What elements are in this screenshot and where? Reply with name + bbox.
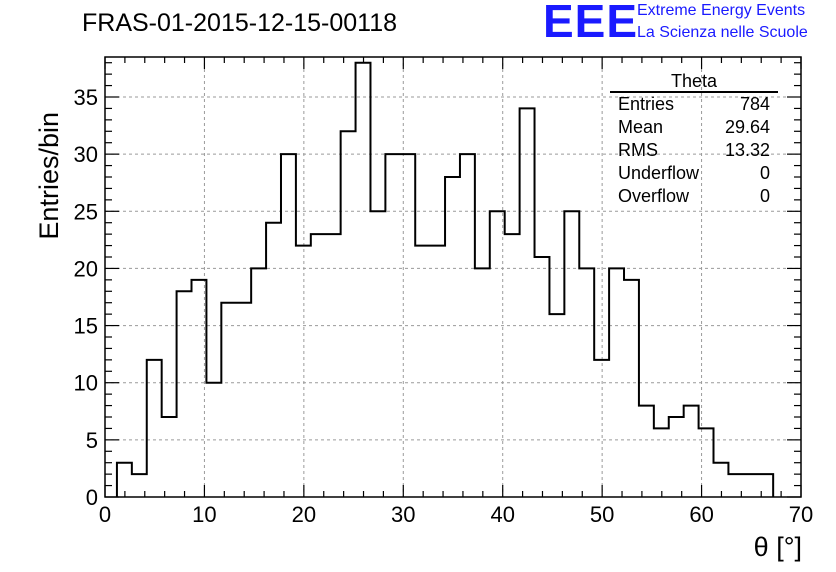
histogram-bin: [266, 223, 281, 497]
histogram-bin: [281, 154, 296, 497]
histogram-bin: [147, 360, 162, 497]
eee-logo: EEE: [543, 0, 639, 47]
stats-row-mean: Mean 29.64: [610, 116, 778, 139]
histogram-bin: [743, 474, 758, 497]
stats-row-underflow: Underflow 0: [610, 162, 778, 185]
histogram-bin: [415, 246, 430, 497]
x-tick-label: 50: [590, 502, 614, 527]
histogram-bin: [654, 428, 669, 497]
axis-ticks: [104, 57, 802, 498]
histogram-bin: [564, 211, 579, 497]
y-tick-label: 30: [74, 142, 98, 167]
histogram-bin: [579, 268, 594, 497]
histogram-bin: [192, 280, 207, 497]
tick-labels: 0 10 20 30 40 50 60 70 0 5 10 15 20 25 30 35: [74, 85, 814, 527]
y-tick-label: 10: [74, 371, 98, 396]
stats-label: Mean: [618, 117, 664, 137]
stats-label: RMS: [618, 140, 658, 160]
histogram-bin: [490, 211, 505, 497]
histogram-bin: [669, 417, 684, 497]
histogram-bin: [445, 177, 460, 497]
x-tick-label: 70: [789, 502, 813, 527]
stats-label: Underflow: [618, 163, 700, 183]
histogram-bin: [505, 234, 520, 497]
histogram-bin: [400, 154, 415, 497]
histogram-bin: [535, 257, 550, 497]
histogram-bin: [684, 406, 699, 497]
y-tick-label: 15: [74, 314, 98, 339]
y-tick-label: 0: [86, 485, 98, 510]
plot-frame: [104, 56, 802, 498]
histogram-bin: [162, 417, 177, 497]
histogram-bin: [311, 234, 326, 497]
x-tick-label: 60: [689, 502, 713, 527]
x-tick-label: 0: [99, 502, 111, 527]
stats-label: Overflow: [618, 186, 690, 206]
stats-box: Theta Entries 784 Mean 29.64 RMS 13.32 U…: [610, 71, 778, 208]
histogram-bin: [475, 268, 490, 497]
chart-title: FRAS-01-2015-12-15-00118: [82, 9, 398, 37]
stats-value: 784: [739, 94, 770, 114]
histogram-bin: [624, 280, 639, 497]
histogram-bin: [385, 154, 400, 497]
stats-row-entries: Entries 784: [610, 93, 778, 116]
histogram-bin: [430, 246, 445, 497]
histogram-bin: [594, 360, 609, 497]
logo-caption-line2: La Scienza nelle Scuole: [637, 24, 808, 41]
x-tick-label: 30: [391, 502, 415, 527]
histogram-bin: [206, 383, 221, 497]
histogram-bin: [326, 234, 341, 497]
histogram-bin: [639, 406, 654, 497]
histogram-bin: [460, 154, 475, 497]
histogram-bin: [699, 428, 714, 497]
stats-value: 13.32: [724, 140, 770, 160]
x-axis-label: θ [°]: [753, 532, 802, 562]
histogram-bin: [341, 131, 356, 497]
histogram-bin: [177, 291, 192, 497]
histogram-bin: [236, 303, 251, 497]
histogram-bin: [296, 246, 311, 497]
x-tick-label: 40: [490, 502, 514, 527]
stats-value: 0: [759, 163, 770, 183]
y-tick-label: 5: [86, 428, 98, 453]
stats-value: 29.64: [724, 117, 770, 137]
stats-label: Entries: [618, 94, 675, 114]
histogram-bin: [549, 314, 564, 497]
stats-title: Theta: [610, 71, 778, 93]
y-tick-label: 20: [74, 256, 98, 281]
histogram-outline: [115, 61, 775, 497]
stats-row-rms: RMS 13.32: [610, 139, 778, 162]
histogram-bin: [520, 108, 535, 497]
y-tick-label: 35: [74, 85, 98, 110]
y-tick-label: 25: [74, 199, 98, 224]
logo-caption-line1: Extreme Energy Events: [637, 2, 806, 19]
stats-value: 0: [759, 186, 770, 206]
histogram-bin: [356, 63, 371, 497]
stats-row-overflow: Overflow 0: [610, 185, 778, 208]
histogram-bin: [609, 268, 624, 497]
histogram-bin: [370, 211, 385, 497]
x-tick-label: 10: [192, 502, 216, 527]
x-tick-label: 20: [292, 502, 316, 527]
histogram-bin: [758, 474, 773, 497]
histogram-bin: [251, 268, 266, 497]
y-axis-label: Entries/bin: [34, 112, 64, 240]
histogram-bin: [221, 303, 236, 497]
